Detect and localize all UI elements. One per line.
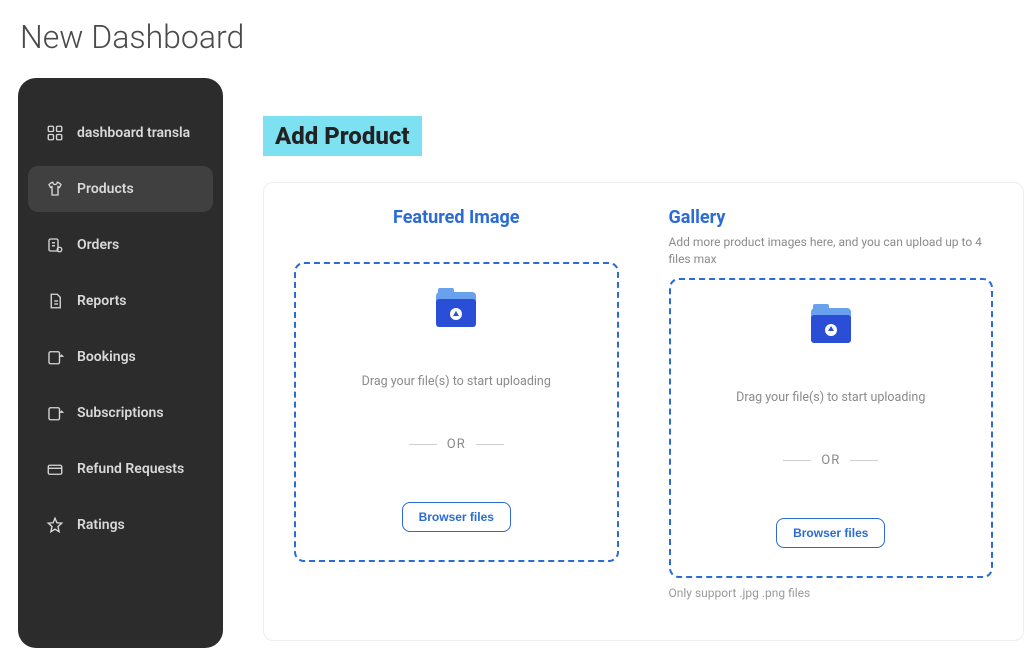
- dashboard-icon: [46, 124, 64, 142]
- sidebar-item-label: Ratings: [77, 517, 125, 534]
- sidebar-item-bookings[interactable]: Bookings: [28, 334, 213, 380]
- upload-folder-icon: [436, 292, 476, 328]
- gallery-title: Gallery: [669, 207, 994, 228]
- upload-card: Featured Image Drag your file(s) to star…: [263, 182, 1024, 641]
- layout: dashboard transla Products Orders Report…: [0, 56, 1024, 648]
- ratings-icon: [46, 516, 64, 534]
- gallery-subtitle: Add more product images here, and you ca…: [669, 234, 994, 268]
- gallery-support-note: Only support .jpg .png files: [669, 586, 994, 600]
- sidebar-item-label: Products: [77, 181, 134, 198]
- orders-icon: [46, 236, 64, 254]
- tshirt-icon: [46, 180, 64, 198]
- sidebar-item-label: Reports: [77, 293, 127, 310]
- sidebar-item-label: Orders: [77, 237, 119, 254]
- featured-title: Featured Image: [294, 207, 619, 228]
- gallery-dropzone[interactable]: Drag your file(s) to start uploading OR …: [669, 278, 994, 578]
- upload-folder-icon: [811, 308, 851, 344]
- reports-icon: [46, 292, 64, 310]
- sidebar-item-dashboard[interactable]: dashboard transla: [28, 110, 213, 156]
- featured-drop-text: Drag your file(s) to start uploading: [362, 374, 551, 389]
- page-title: New Dashboard: [0, 0, 1024, 56]
- sidebar-item-label: Bookings: [77, 349, 136, 366]
- sidebar-item-products[interactable]: Products: [28, 166, 213, 212]
- sidebar-item-reports[interactable]: Reports: [28, 278, 213, 324]
- sidebar-item-label: Refund Requests: [77, 461, 184, 478]
- bookings-icon: [46, 348, 64, 366]
- or-divider: OR: [783, 453, 878, 468]
- or-label: OR: [447, 437, 466, 452]
- or-label: OR: [821, 453, 840, 468]
- featured-browse-button[interactable]: Browser files: [402, 502, 511, 532]
- featured-image-pane: Featured Image Drag your file(s) to star…: [294, 207, 619, 600]
- sidebar-item-label: Subscriptions: [77, 405, 164, 422]
- featured-dropzone[interactable]: Drag your file(s) to start uploading OR …: [294, 262, 619, 562]
- or-divider: OR: [409, 437, 504, 452]
- gallery-browse-button[interactable]: Browser files: [776, 518, 885, 548]
- sidebar-item-label: dashboard transla: [77, 125, 190, 142]
- featured-subtitle: [294, 234, 619, 252]
- refund-icon: [46, 460, 64, 478]
- sidebar-item-refund-requests[interactable]: Refund Requests: [28, 446, 213, 492]
- sidebar-item-ratings[interactable]: Ratings: [28, 502, 213, 548]
- subscriptions-icon: [46, 404, 64, 422]
- sidebar-item-orders[interactable]: Orders: [28, 222, 213, 268]
- section-title: Add Product: [263, 116, 422, 156]
- gallery-pane: Gallery Add more product images here, an…: [669, 207, 994, 600]
- sidebar-item-subscriptions[interactable]: Subscriptions: [28, 390, 213, 436]
- gallery-drop-text: Drag your file(s) to start uploading: [736, 390, 925, 405]
